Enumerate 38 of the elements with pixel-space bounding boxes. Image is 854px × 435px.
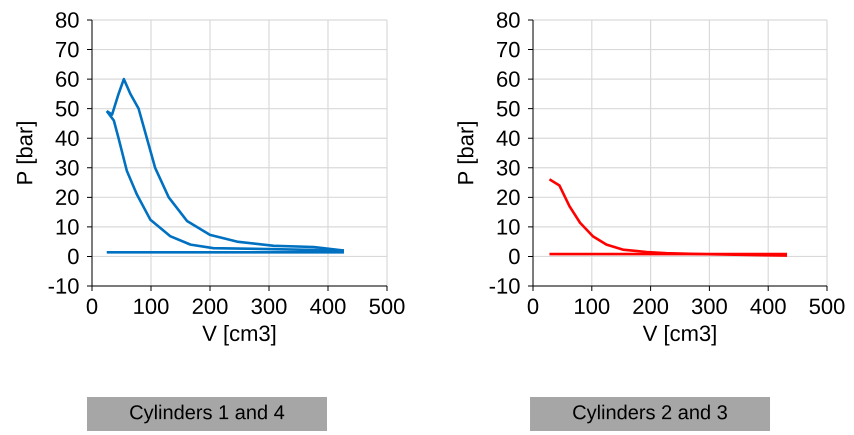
x-tick-label: 400 bbox=[310, 298, 346, 314]
x-axis-title: V [cm3] bbox=[642, 324, 716, 346]
x-tick-label: 0 bbox=[528, 298, 538, 314]
y-tick-label: 80 bbox=[56, 12, 79, 28]
x-axis-title: V [cm3] bbox=[202, 324, 276, 346]
y-tick-label: 70 bbox=[497, 42, 520, 58]
x-tick-label: 300 bbox=[251, 298, 286, 314]
y-tick-label: 60 bbox=[56, 71, 79, 87]
y-tick-label: 20 bbox=[497, 190, 520, 206]
y-tick-label: -10 bbox=[48, 278, 79, 294]
y-tick-label: 40 bbox=[55, 130, 79, 146]
y-tick-label: 50 bbox=[496, 100, 520, 116]
x-tick-label: 300 bbox=[692, 298, 727, 314]
y-tick-label: 50 bbox=[56, 100, 79, 116]
y-tick-label: 0 bbox=[68, 248, 79, 264]
y-tick-label: 70 bbox=[56, 42, 79, 58]
y-tick-label: 30 bbox=[496, 160, 520, 176]
text: Cylinders 2 and 3 bbox=[573, 404, 727, 424]
y-tick-label: 80 bbox=[496, 12, 520, 28]
x-tick-label: 500 bbox=[810, 298, 844, 314]
y-axis-title: P [bar] bbox=[457, 122, 478, 184]
y-tick-label: 10 bbox=[56, 219, 79, 235]
x-tick-label: 200 bbox=[192, 298, 228, 314]
y-tick-label: 60 bbox=[497, 71, 520, 87]
y-tick-label: 10 bbox=[498, 219, 520, 235]
y-tick-label: 20 bbox=[56, 190, 79, 206]
y-tick-label: -10 bbox=[490, 278, 520, 294]
x-tick-label: 100 bbox=[575, 298, 610, 314]
x-tick-label: 200 bbox=[633, 298, 668, 314]
text: Cylinders 1 and 4 bbox=[130, 404, 284, 424]
y-tick-label: 40 bbox=[496, 130, 520, 146]
y-tick-label: 30 bbox=[56, 160, 79, 176]
y-axis-title: P [bar] bbox=[16, 122, 37, 184]
x-tick-label: 0 bbox=[86, 298, 98, 314]
x-tick-label: 100 bbox=[134, 298, 168, 314]
x-tick-label: 500 bbox=[370, 298, 404, 314]
y-tick-label: 0 bbox=[509, 248, 520, 264]
x-tick-label: 400 bbox=[750, 298, 786, 314]
